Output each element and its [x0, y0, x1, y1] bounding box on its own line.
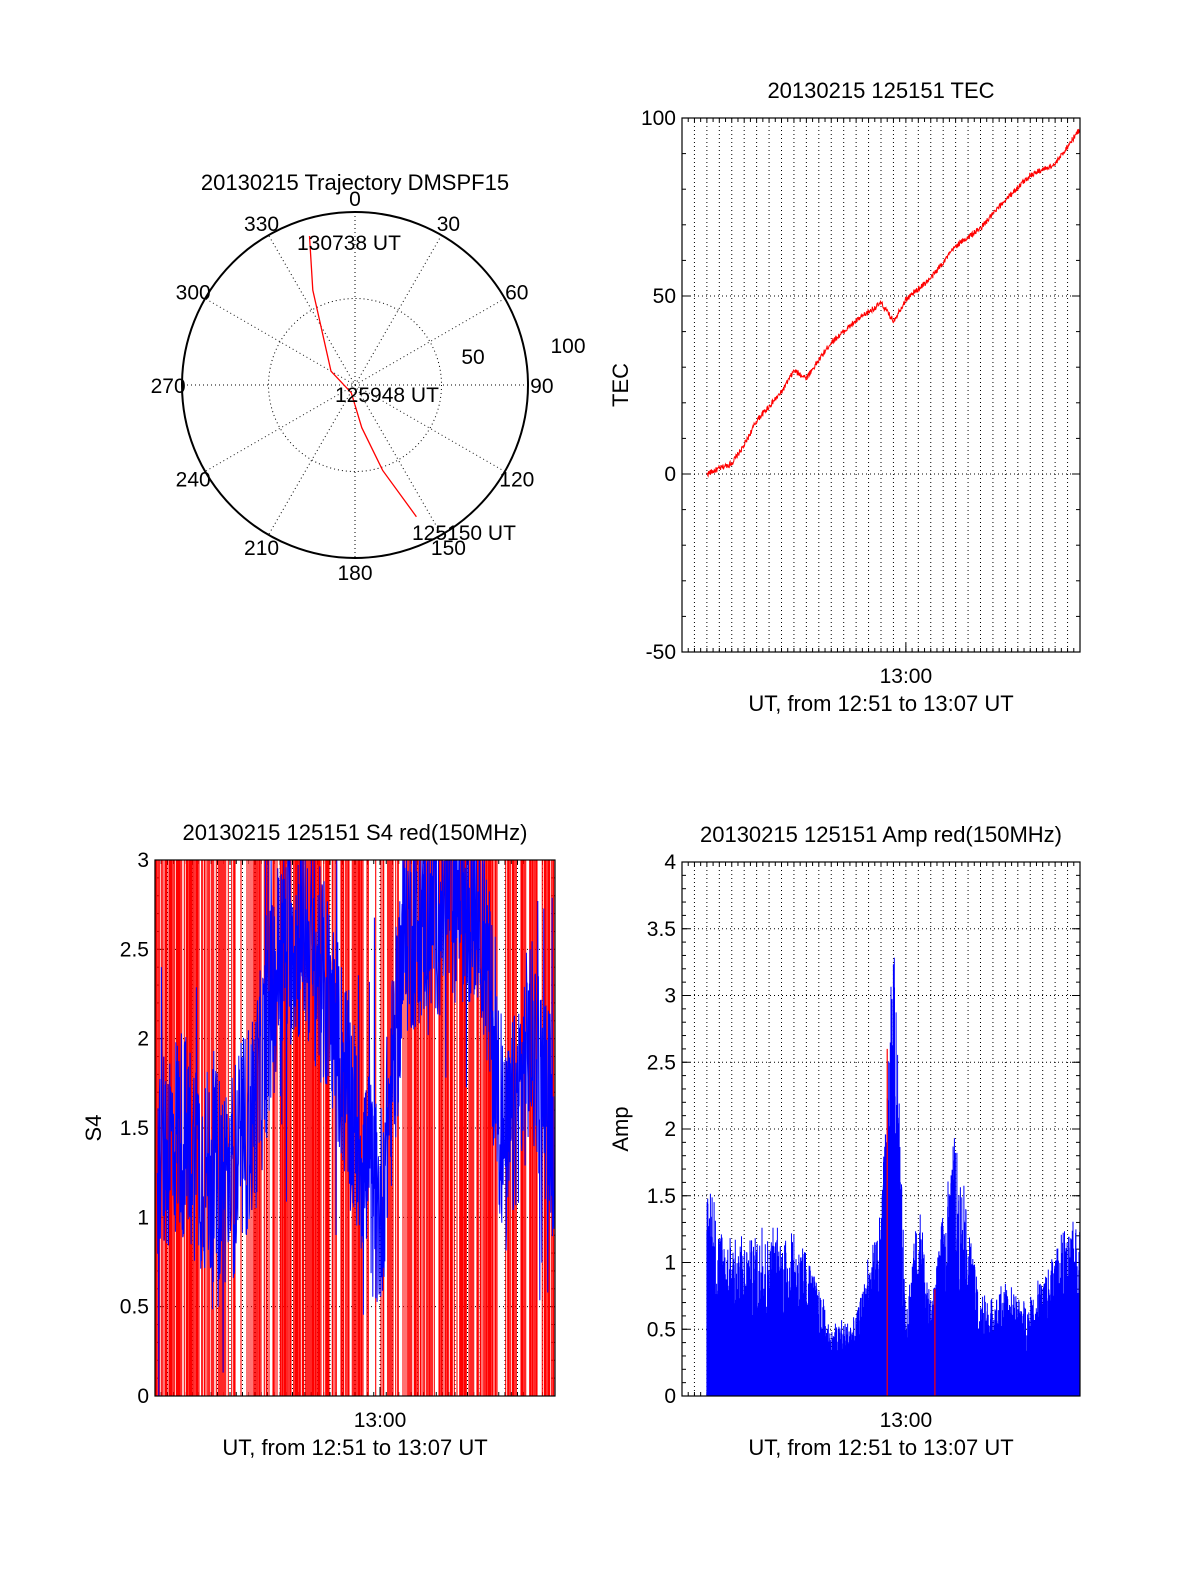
amp-frame [681, 861, 1081, 1397]
polar-angle-label: 330 [244, 213, 279, 236]
polar-grid-spoke [268, 234, 442, 536]
trajectory-annotation: 130738 UT [297, 232, 401, 255]
polar-grid-ring [268, 298, 442, 472]
tec-ytick-label: -50 [646, 641, 676, 664]
polar-radial-label: 100 [550, 335, 585, 358]
polar-outer-ring [181, 211, 529, 559]
s4-blue-series [156, 859, 556, 1397]
tec-xlabel: UT, from 12:51 to 13:07 UT [748, 691, 1013, 716]
s4-chart: 20130215 125151 S4 red(150MHz) 0 0.5 1 1.5 2 2… [81, 820, 556, 1460]
polar-angle-label: 180 [337, 562, 372, 585]
tec-chart: 20130215 125151 TEC -50 0 50 100 13:00 UT, fro… [608, 78, 1081, 716]
polar-angle-label: 120 [499, 468, 534, 491]
s4-xlabel: UT, from 12:51 to 13:07 UT [222, 1435, 487, 1460]
tec-title: 20130215 125151 TEC [767, 78, 994, 103]
s4-ytick-label: 2.5 [120, 938, 149, 961]
trajectory-path [308, 236, 417, 518]
s4-ytick-label: 1 [137, 1206, 149, 1229]
amp-xtick-label: 13:00 [880, 1409, 933, 1432]
amp-title: 20130215 125151 Amp red(150MHz) [700, 822, 1062, 847]
trajectory-annotation: 125948 UT [335, 384, 439, 407]
tec-ytick-label: 0 [664, 463, 676, 486]
amp-ytick-label: 0.5 [647, 1318, 676, 1341]
trajectory-title: 20130215 Trajectory DMSPF15 [201, 170, 509, 195]
amp-ytick-label: 2.5 [647, 1051, 676, 1074]
s4-frame [154, 859, 556, 1397]
amp-ytick-label: 0 [664, 1385, 676, 1408]
s4-xtick-label: 13:00 [354, 1409, 407, 1432]
tec-series-line [706, 128, 1081, 478]
s4-title: 20130215 125151 S4 red(150MHz) [183, 820, 528, 845]
s4-ytick-label: 0 [137, 1385, 149, 1408]
tec-ytick-label: 50 [653, 285, 676, 308]
polar-angle-label: 270 [151, 375, 186, 398]
amp-xlabel: UT, from 12:51 to 13:07 UT [748, 1435, 1013, 1460]
s4-ytick-label: 3 [137, 849, 149, 872]
amp-ytick-label: 4 [664, 851, 676, 874]
amp-ytick-label: 3.5 [647, 918, 676, 941]
trajectory-annotation: 125150 UT [412, 522, 516, 545]
tec-frame [681, 117, 1081, 653]
tec-ylabel: TEC [608, 363, 633, 407]
polar-radial-label: 50 [461, 346, 484, 369]
s4-ylabel: S4 [81, 1115, 106, 1142]
polar-angle-label: 150 [431, 537, 466, 560]
amp-ytick-label: 2 [664, 1118, 676, 1141]
tec-xtick-label: 13:00 [880, 665, 933, 688]
polar-angle-label: 210 [244, 537, 279, 560]
s4-ytick-label: 0.5 [120, 1296, 149, 1319]
amp-ylabel: Amp [608, 1106, 633, 1151]
polar-angle-label: 240 [176, 468, 211, 491]
amp-ytick-label: 1.5 [647, 1185, 676, 1208]
polar-angle-label: 60 [505, 282, 528, 305]
amp-ytick-label: 1 [664, 1252, 676, 1275]
polar-angle-label: 300 [176, 282, 211, 305]
s4-ytick-label: 1.5 [120, 1117, 149, 1140]
polar-angle-label: 90 [530, 375, 553, 398]
tec-ytick-label: 100 [641, 107, 676, 130]
polar-angle-label: 0 [349, 188, 361, 211]
amp-ytick-label: 3 [664, 985, 676, 1008]
amp-blue-series [706, 957, 1081, 1396]
amp-chart: 20130215 125151 Amp red(150MHz) 0 0.5 1 1.5 2… [608, 822, 1081, 1460]
polar-angle-label: 30 [437, 213, 460, 236]
s4-ytick-label: 2 [137, 1028, 149, 1051]
